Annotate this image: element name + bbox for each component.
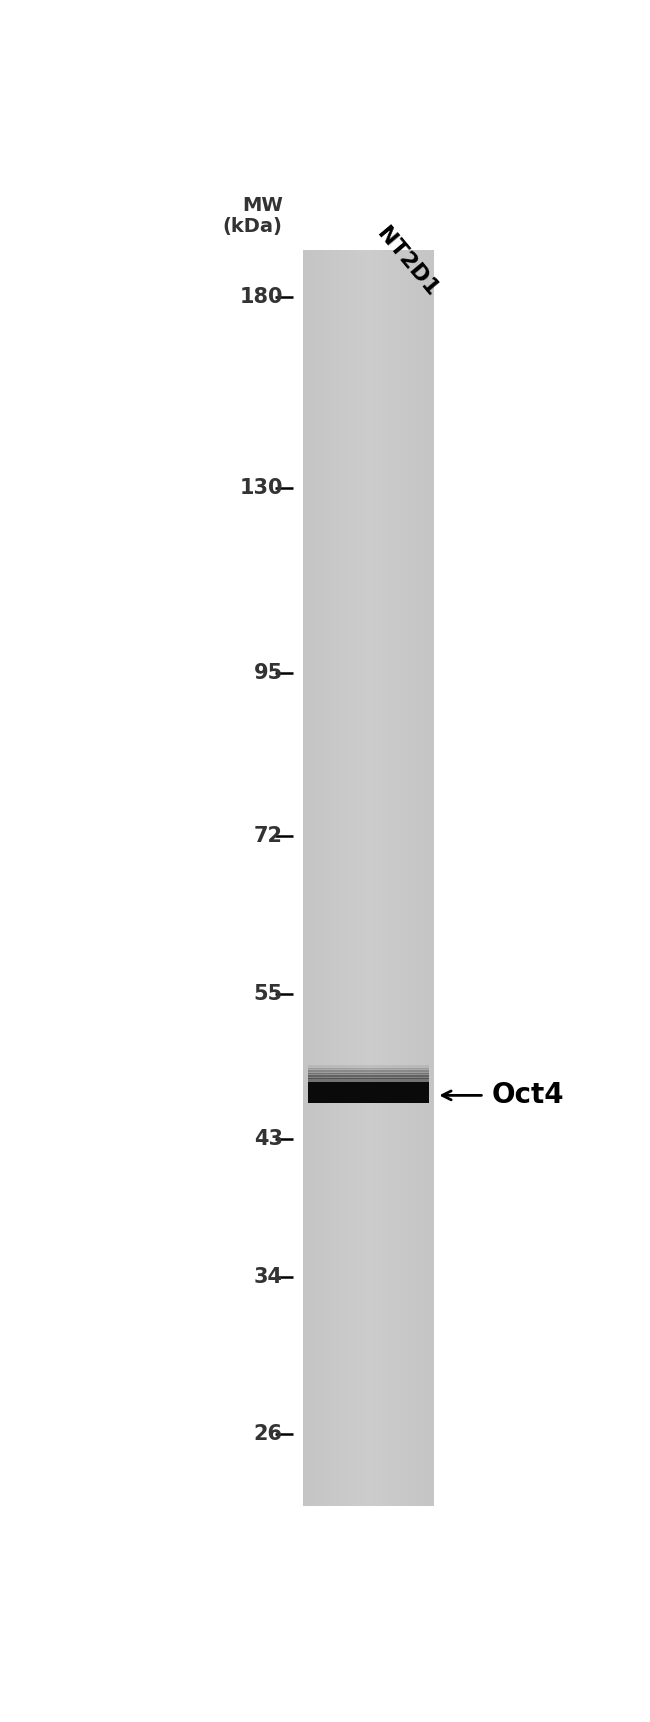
Text: 180: 180 bbox=[239, 288, 283, 307]
Bar bbox=[358, 250, 359, 1507]
Bar bbox=[386, 250, 388, 1507]
Bar bbox=[308, 1073, 429, 1076]
Bar bbox=[342, 250, 345, 1507]
Bar bbox=[364, 250, 366, 1507]
Bar bbox=[327, 250, 329, 1507]
Bar bbox=[377, 250, 380, 1507]
Bar bbox=[335, 250, 338, 1507]
Bar bbox=[362, 250, 364, 1507]
Bar bbox=[314, 250, 316, 1507]
Bar bbox=[419, 250, 421, 1507]
Bar bbox=[351, 250, 353, 1507]
Text: Oct4: Oct4 bbox=[492, 1081, 564, 1109]
Bar bbox=[325, 250, 327, 1507]
Bar bbox=[320, 250, 322, 1507]
Bar bbox=[329, 250, 332, 1507]
Bar bbox=[322, 250, 325, 1507]
Bar bbox=[366, 250, 369, 1507]
Bar bbox=[403, 250, 406, 1507]
Text: 26: 26 bbox=[254, 1424, 283, 1445]
Bar bbox=[408, 250, 410, 1507]
Bar bbox=[340, 250, 342, 1507]
Bar bbox=[382, 250, 383, 1507]
Bar bbox=[308, 1068, 429, 1071]
Bar bbox=[414, 250, 417, 1507]
Bar bbox=[388, 250, 390, 1507]
Bar bbox=[344, 250, 346, 1507]
Text: MW: MW bbox=[242, 196, 283, 215]
Bar bbox=[356, 250, 358, 1507]
Bar bbox=[338, 250, 340, 1507]
Bar bbox=[393, 250, 395, 1507]
Bar bbox=[390, 250, 393, 1507]
Bar bbox=[303, 250, 434, 1507]
Bar bbox=[311, 250, 314, 1507]
Bar bbox=[375, 250, 377, 1507]
Bar bbox=[332, 250, 333, 1507]
Bar bbox=[430, 250, 432, 1507]
Bar bbox=[308, 1069, 429, 1075]
Bar bbox=[396, 250, 399, 1507]
Bar bbox=[305, 250, 307, 1507]
Bar bbox=[303, 250, 305, 1507]
Bar bbox=[359, 250, 362, 1507]
Text: (kDa): (kDa) bbox=[223, 217, 283, 236]
Bar bbox=[309, 250, 311, 1507]
Bar bbox=[427, 250, 430, 1507]
Bar bbox=[349, 250, 351, 1507]
Bar bbox=[370, 250, 372, 1507]
Bar bbox=[399, 250, 401, 1507]
Bar bbox=[308, 1078, 429, 1081]
Bar bbox=[308, 1076, 429, 1080]
Bar bbox=[395, 250, 396, 1507]
Text: 55: 55 bbox=[254, 983, 283, 1004]
Bar bbox=[372, 250, 375, 1507]
Text: 95: 95 bbox=[254, 663, 283, 684]
Bar bbox=[412, 250, 414, 1507]
Bar bbox=[406, 250, 408, 1507]
Bar bbox=[318, 250, 320, 1507]
Bar bbox=[423, 250, 425, 1507]
Bar bbox=[417, 250, 419, 1507]
Text: 130: 130 bbox=[239, 479, 283, 498]
Text: NT2D1: NT2D1 bbox=[373, 224, 442, 301]
Bar bbox=[369, 250, 370, 1507]
Bar bbox=[308, 1064, 429, 1069]
Bar bbox=[346, 250, 349, 1507]
Bar bbox=[401, 250, 403, 1507]
Bar bbox=[421, 250, 423, 1507]
Bar bbox=[333, 250, 335, 1507]
Text: 43: 43 bbox=[254, 1128, 283, 1149]
Bar bbox=[353, 250, 356, 1507]
Bar bbox=[384, 250, 386, 1507]
Bar bbox=[316, 250, 318, 1507]
Bar bbox=[432, 250, 434, 1507]
Bar bbox=[380, 250, 382, 1507]
Bar bbox=[425, 250, 427, 1507]
Bar bbox=[308, 1081, 429, 1104]
Bar bbox=[307, 250, 309, 1507]
Text: 34: 34 bbox=[254, 1267, 283, 1286]
Bar bbox=[410, 250, 412, 1507]
Text: 72: 72 bbox=[254, 827, 283, 846]
